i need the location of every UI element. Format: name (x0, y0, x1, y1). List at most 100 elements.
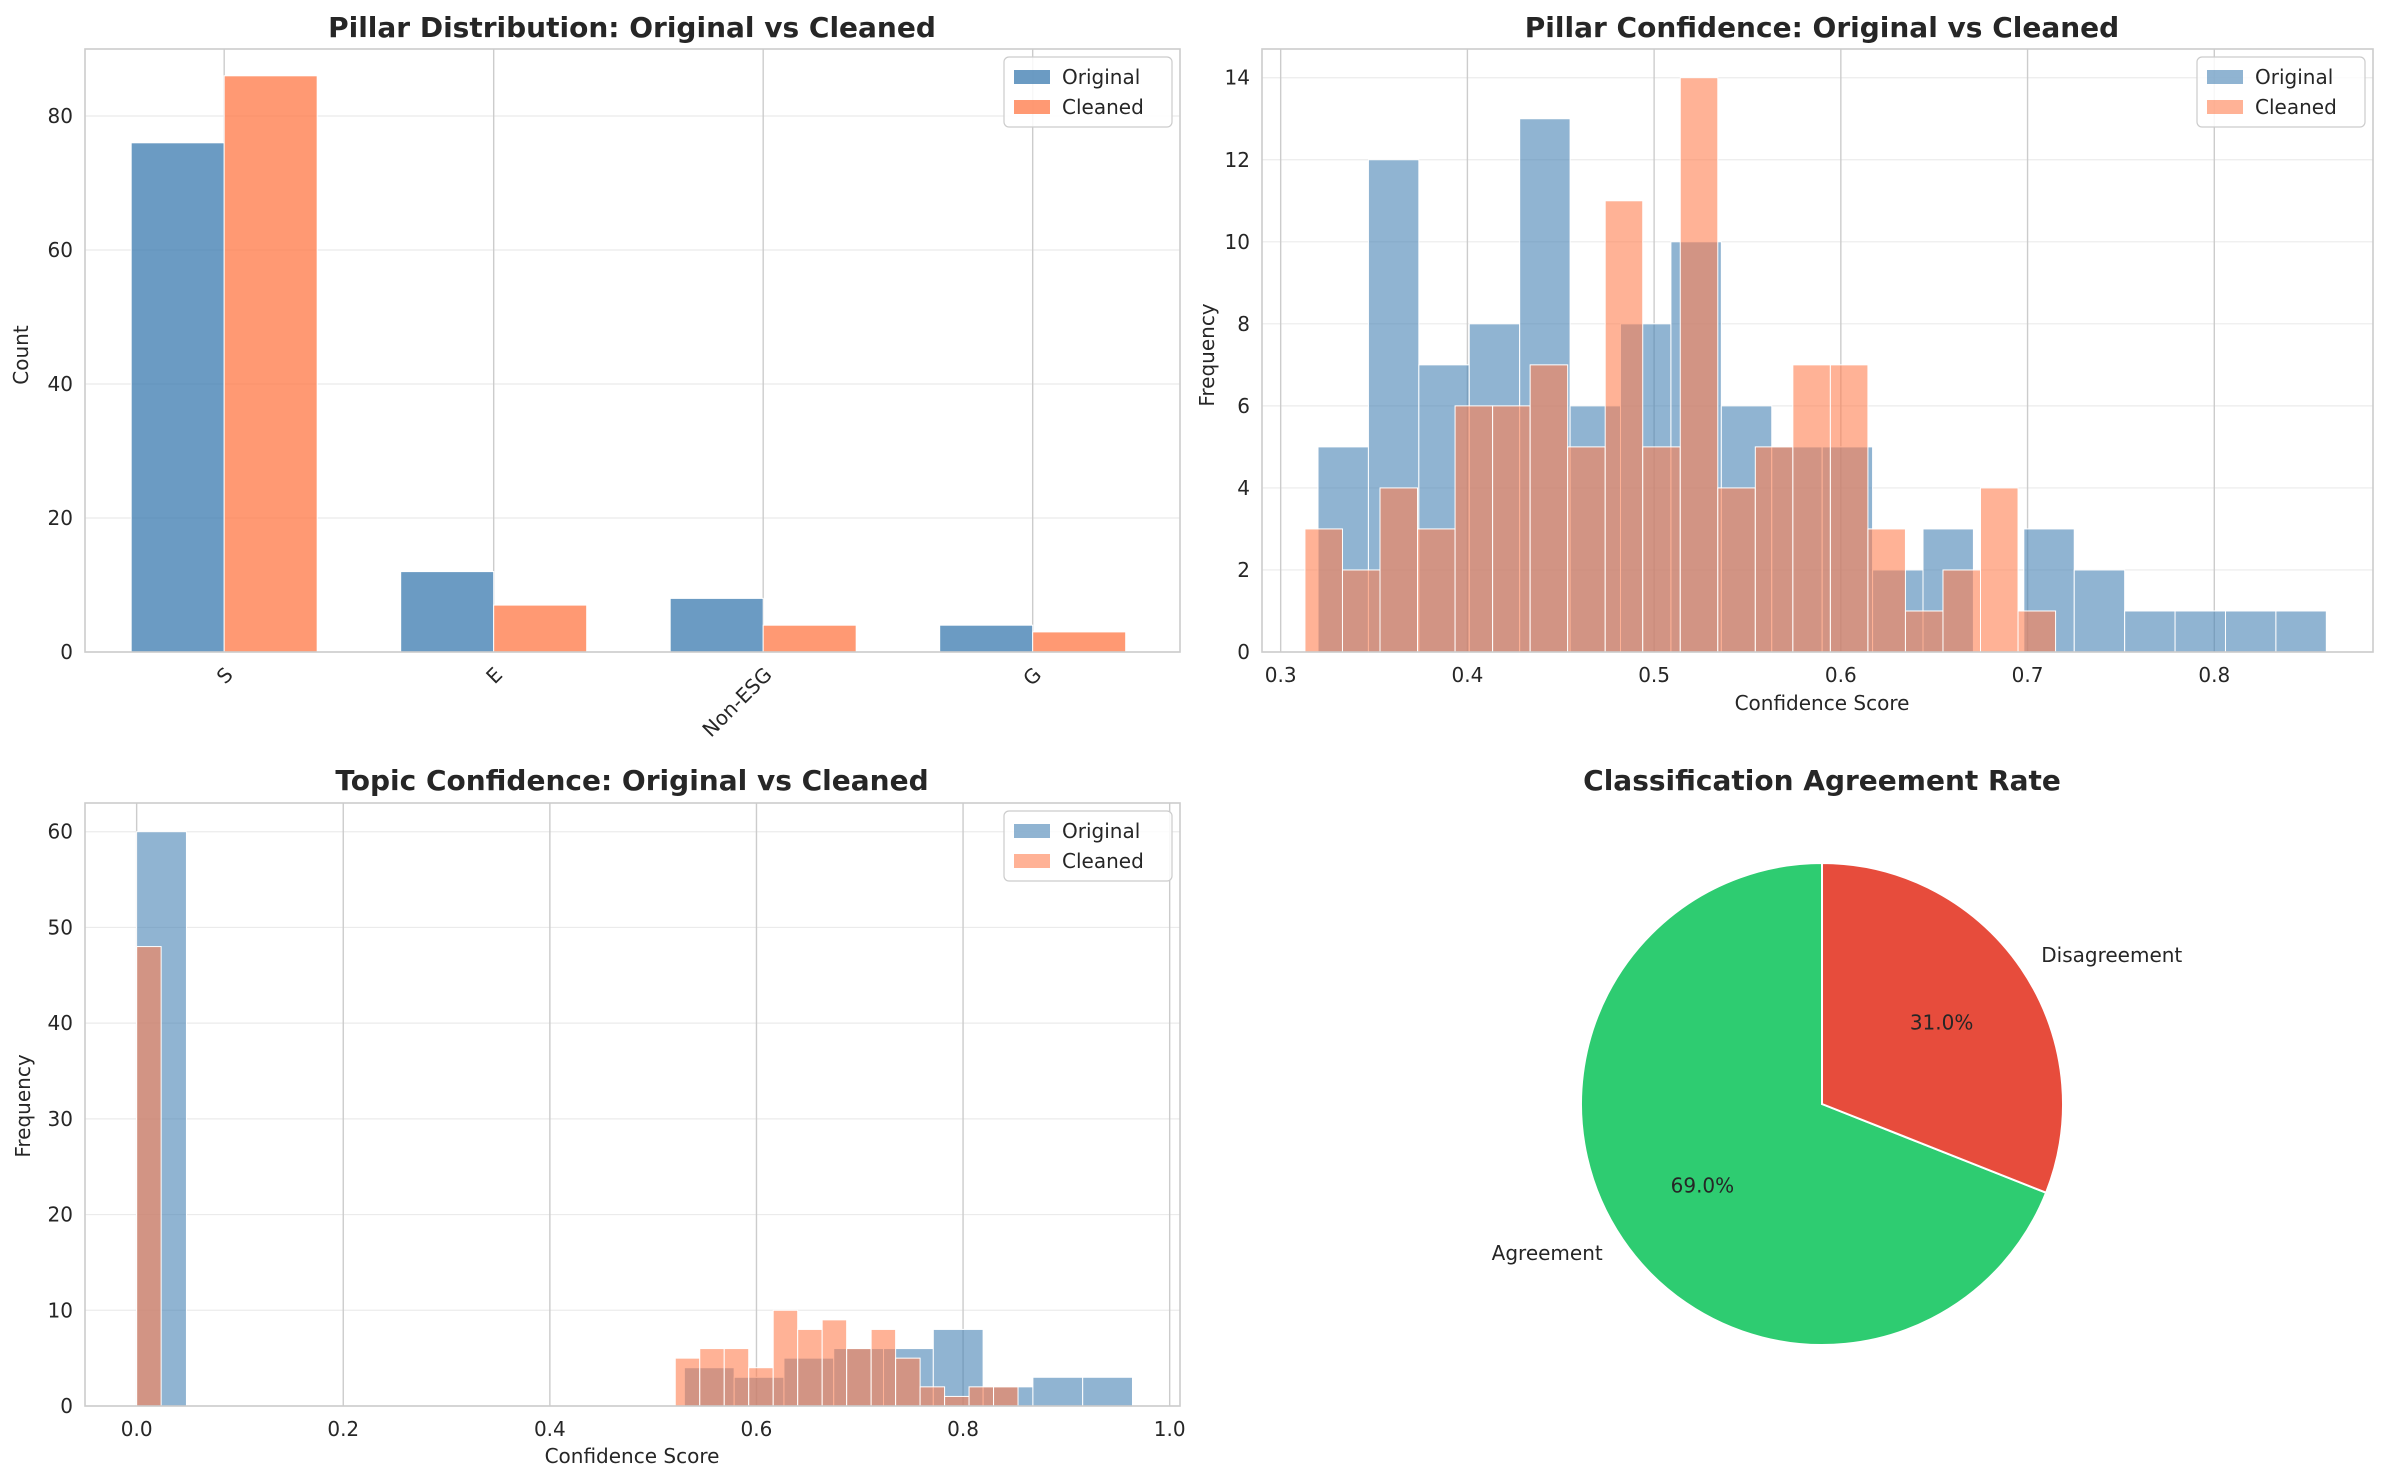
hist-bar-cleaned (1567, 446, 1606, 653)
xtick-label-non-esg: Non-ESG (697, 662, 776, 741)
bar-cleaned-non-esg (762, 624, 857, 653)
agreement-rate-panel: Classification Agreement Rate Agreement 6… (1492, 764, 2182, 1346)
hist-bar-cleaned (1379, 487, 1419, 653)
pie-pct-agreement: 69.0% (1671, 1173, 1735, 1197)
hist-bar-cleaned (846, 1348, 872, 1407)
pillar-confidence-panel: Pillar Confidence: Original vs Cleaned F… (1195, 11, 2374, 715)
ytick-label: 14 (1225, 66, 1250, 90)
hist-bar-cleaned (870, 1328, 897, 1407)
hist-bar-cleaned (797, 1328, 823, 1407)
hist-bar-cleaned (674, 1357, 701, 1407)
ytick-label: 40 (48, 1011, 73, 1035)
ytick-label: 6 (1237, 394, 1250, 418)
topic-confidence-panel: Topic Confidence: Original vs Cleaned Fr… (11, 764, 1186, 1468)
hist-bar-cleaned (1980, 487, 2019, 653)
ytick-label: 60 (48, 820, 73, 844)
ytick-label: 12 (1225, 148, 1250, 172)
pie-label-disagreement: Disagreement (2041, 943, 2182, 967)
xtick-label: 1.0 (1154, 1417, 1186, 1441)
xtick-label: 0.6 (1825, 663, 1857, 687)
ytick-label: 0 (1237, 640, 1250, 664)
xtick-label: 0.0 (121, 1417, 153, 1441)
pillar-confidence-xlabel: Confidence Score (1735, 691, 1910, 715)
hist-bar-cleaned (1492, 405, 1531, 653)
axes-frame (84, 48, 1181, 653)
ytick-label: 40 (48, 372, 73, 396)
xtick-label: 0.4 (1451, 663, 1483, 687)
xtick-label-g: G (1018, 662, 1046, 690)
bar-cleaned-g (1032, 631, 1127, 653)
legend-label-original: Original (2255, 65, 2333, 89)
ytick-label: 20 (48, 506, 73, 530)
hist-bar-cleaned (136, 946, 162, 1407)
pillar-distribution-ylabel: Count (9, 325, 33, 385)
topic-confidence-xlabel: Confidence Score (545, 1444, 720, 1468)
hist-bar-cleaned (1304, 528, 1343, 653)
ytick-label: 8 (1237, 312, 1250, 336)
hist-bar-original (2174, 610, 2226, 653)
legend-swatch-original (1014, 824, 1050, 838)
legend-label-cleaned: Cleaned (2255, 95, 2337, 119)
hist-bar-cleaned (1454, 405, 1494, 653)
hist-bar-cleaned (1417, 528, 1456, 653)
agreement-rate-title: Classification Agreement Rate (1583, 764, 2061, 797)
xtick-label: 0.5 (1638, 663, 1670, 687)
ytick-label: 4 (1237, 476, 1250, 500)
ytick-label: 2 (1237, 558, 1250, 582)
legend-swatch-cleaned (2207, 100, 2243, 114)
ytick-label: 50 (48, 915, 73, 939)
hist-bar-original (1082, 1376, 1133, 1407)
xtick-label: 0.8 (2198, 663, 2230, 687)
topic-confidence-ylabel: Frequency (11, 1054, 35, 1157)
hist-bar-cleaned (1679, 77, 1719, 653)
hist-bar-cleaned (1942, 569, 1982, 653)
hist-bar-cleaned (1867, 528, 1906, 653)
legend-label-cleaned: Cleaned (1062, 849, 1144, 873)
hist-bar-cleaned (1754, 446, 1794, 653)
hist-bar-original (2073, 569, 2126, 653)
hist-bar-cleaned (1529, 364, 1569, 653)
bar-original-g (939, 624, 1034, 653)
ytick-label: 0 (60, 1394, 73, 1418)
pillar-confidence-ylabel: Frequency (1195, 303, 1219, 406)
xtick-label: 0.8 (947, 1417, 979, 1441)
hist-bar-original (1032, 1376, 1084, 1407)
hist-bar-cleaned (1717, 487, 1756, 653)
ytick-label: 10 (48, 1298, 73, 1322)
ytick-label: 60 (48, 238, 73, 262)
hist-bar-cleaned (699, 1348, 725, 1407)
xtick-label: 0.2 (327, 1417, 359, 1441)
xtick-label: 0.4 (534, 1417, 566, 1441)
hist-bar-cleaned (772, 1309, 799, 1407)
ytick-label: 10 (1225, 230, 1250, 254)
hist-bar-cleaned (968, 1386, 995, 1407)
hist-bar-cleaned (993, 1386, 1019, 1407)
pie-slice-disagreement (1821, 861, 2064, 1195)
pie-pct-disagreement: 31.0% (1910, 1011, 1974, 1035)
pillar-distribution-title: Pillar Distribution: Original vs Cleaned (328, 11, 936, 44)
legend-label-cleaned: Cleaned (1062, 95, 1144, 119)
pie-label-agreement: Agreement (1492, 1241, 1603, 1265)
ytick-label: 30 (48, 1107, 73, 1131)
pillar-distribution-panel: Pillar Distribution: Original vs Cleaned… (9, 11, 1181, 742)
bar-original-non-esg (669, 597, 764, 653)
ytick-label: 80 (48, 104, 73, 128)
hist-bar-cleaned (944, 1395, 970, 1407)
hist-bar-cleaned (723, 1348, 750, 1407)
hist-bar-cleaned (2017, 610, 2057, 653)
ytick-label: 0 (60, 640, 73, 664)
hist-bar-original (2224, 610, 2277, 653)
legend-swatch-cleaned (1014, 100, 1050, 114)
xtick-label-e: E (481, 662, 507, 688)
axes-frame (84, 802, 1181, 1407)
hist-bar-original (2124, 610, 2176, 653)
ytick-label: 20 (48, 1203, 73, 1227)
hist-bar-cleaned (821, 1319, 848, 1407)
legend-swatch-original (2207, 70, 2243, 84)
hist-bar-cleaned (1341, 569, 1381, 653)
bar-original-s (130, 142, 225, 653)
hist-bar-cleaned (1792, 364, 1831, 653)
hist-bar-cleaned (1604, 200, 1644, 653)
axes-frame (1261, 48, 2374, 653)
